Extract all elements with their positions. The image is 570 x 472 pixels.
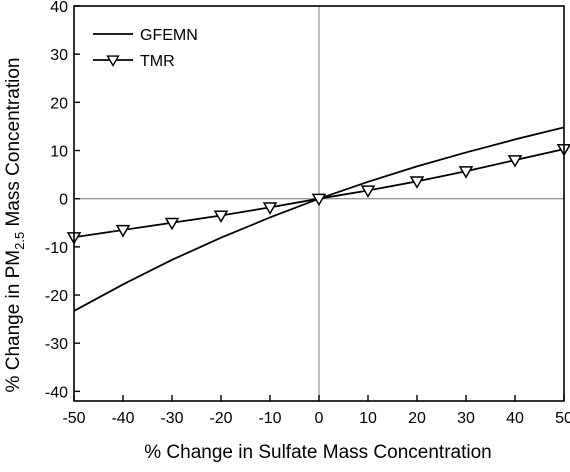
x-tick-label: 40 [506,410,524,427]
x-tick-label: -50 [62,410,85,427]
legend-item-tmr: TMR [93,53,175,70]
y-tick-label: 0 [59,192,68,209]
data-point-tmr [262,202,278,215]
x-tick-label: 50 [555,410,570,427]
x-tick-label: 0 [315,410,324,427]
tick-layer: -50 -40 -30 -20 -10 0 10 20 30 40 50 -40 -30 -20 -10 0 1… [45,0,570,427]
x-tick-label: -20 [209,410,232,427]
data-point-tmr [409,176,425,189]
data-point-tmr [360,185,376,198]
x-tick-label: 10 [359,410,377,427]
y-tick-label: 10 [50,144,68,161]
legend: GFEMN TMR [93,27,198,70]
y-tick-label: 20 [50,95,68,112]
legend-label: TMR [140,53,175,70]
legend-swatch-marker [106,55,120,67]
x-tick-label: 30 [457,410,475,427]
x-axis-title: % Change in Sulfate Mass Concentration [144,442,491,463]
y-axis-title: % Change in PM2.5 Mass Concentration [3,58,27,393]
data-point-tmr [115,224,131,238]
data-point-tmr [213,210,229,224]
y-axis-title-main: % Change in PM [3,250,24,393]
x-tick-label: 20 [408,410,426,427]
x-tick-label: -40 [111,410,134,427]
y-tick-label: -20 [45,288,68,305]
data-point-tmr [311,193,327,207]
legend-item-gfemn: GFEMN [93,27,198,44]
y-tick-label: -40 [45,384,68,401]
data-point-tmr [458,166,474,179]
x-tick-label: -10 [258,410,281,427]
data-point-tmr [507,155,523,168]
y-tick-label: 40 [50,0,68,16]
y-tick-label: -30 [45,336,68,353]
y-tick-label: -10 [45,240,68,257]
x-tick-label: -30 [160,410,183,427]
data-point-tmr [164,217,180,231]
y-axis-title-subscript: 2.5 [12,232,27,250]
y-axis-title-rest: Mass Concentration [3,58,24,232]
y-tick-label: 30 [50,47,68,64]
legend-label: GFEMN [140,27,198,44]
